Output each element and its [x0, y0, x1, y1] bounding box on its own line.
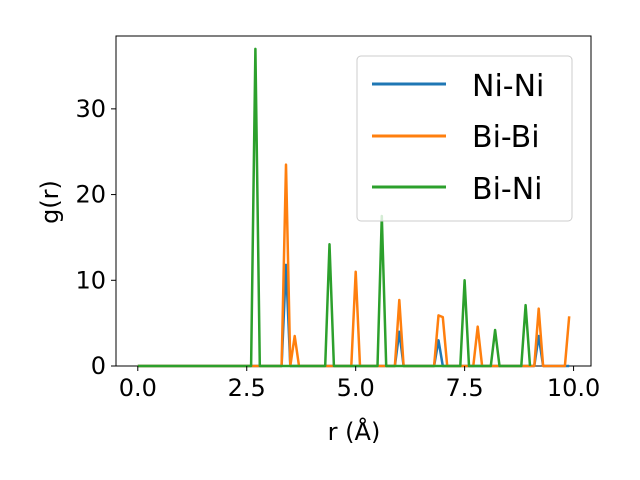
- y-tick-label: 20: [75, 181, 106, 209]
- x-tick-label: 7.5: [446, 374, 484, 402]
- legend-frame: [356, 55, 573, 222]
- legend-label-bi-bi: Bi-Bi: [472, 120, 540, 155]
- y-tick-label: 10: [75, 266, 106, 294]
- x-tick-label: 2.5: [228, 374, 266, 402]
- series-line-bi-ni: [137, 47, 532, 368]
- y-tick-label: 30: [75, 95, 106, 123]
- y-axis: 0 10 20 30: [75, 95, 116, 380]
- legend-label-bi-ni: Bi-Ni: [472, 172, 543, 207]
- x-tick-label: 10.0: [547, 374, 600, 402]
- x-tick-label: 5.0: [337, 374, 375, 402]
- x-axis: 0.0 2.5 5.0 7.5 10.0: [119, 366, 600, 402]
- series-layer: [137, 47, 571, 368]
- y-tick-label: 0: [91, 352, 106, 380]
- x-tick-label: 0.0: [119, 374, 157, 402]
- y-axis-label: g(r): [36, 180, 64, 224]
- legend-label-ni-ni: Ni-Ni: [472, 69, 544, 104]
- x-axis-label: r (Å): [328, 417, 381, 446]
- legend: Ni-Ni Bi-Bi Bi-Ni: [356, 55, 573, 222]
